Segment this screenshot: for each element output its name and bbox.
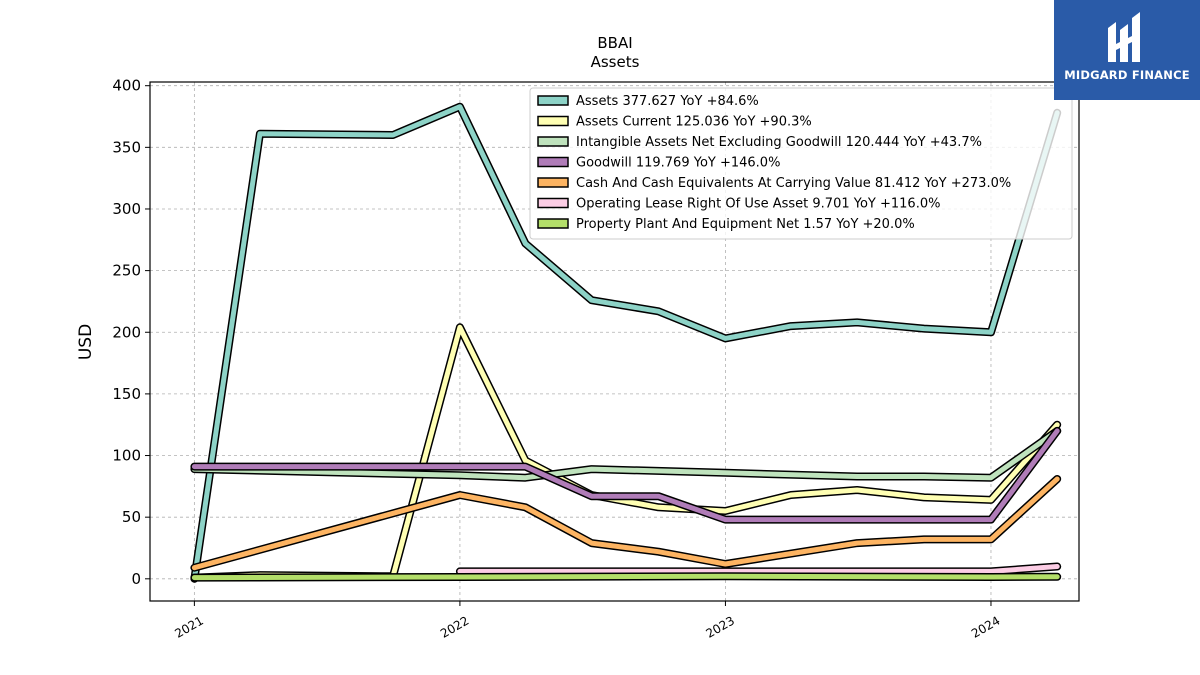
legend-swatch (537, 156, 569, 168)
y-tick-label: 50 (122, 508, 141, 526)
series-line-0 (191, 104, 1060, 582)
legend-label: Intangible Assets Net Excluding Goodwill… (576, 135, 982, 150)
legend-label: Operating Lease Right Of Use Asset 9.701… (576, 197, 940, 212)
brand-name: MIDGARD FINANCE (1064, 68, 1190, 82)
legend-label: Property Plant And Equipment Net 1.57 Yo… (576, 217, 915, 232)
legend-swatch (537, 197, 569, 209)
chart-title: BBAI (597, 34, 632, 52)
x-tick-label: 2022 (438, 613, 471, 640)
legend-label: Assets 377.627 YoY +84.6% (576, 94, 759, 109)
series-line-5 (457, 564, 1060, 574)
plot-frame (149, 81, 1080, 602)
y-axis-ticks: 0 50 100 150 200 250 300 350 400 (112, 77, 150, 588)
legend-swatch (537, 115, 569, 127)
series-line-3 (191, 428, 1060, 523)
y-axis-label: USD (76, 324, 96, 360)
y-tick-label: 100 (112, 447, 141, 465)
legend-swatch (537, 136, 569, 147)
chart-subtitle: Assets (591, 53, 640, 71)
y-tick-label: 350 (112, 138, 141, 156)
legend-swatch (537, 218, 569, 229)
series-line-6 (191, 573, 1060, 581)
y-tick-label: 250 (112, 262, 141, 280)
y-tick-label: 150 (112, 385, 141, 403)
y-tick-label: 300 (112, 200, 141, 218)
legend-swatch (537, 177, 569, 188)
legend-label: Assets Current 125.036 YoY +90.3% (576, 115, 812, 130)
series-lines (190, 102, 1062, 583)
x-axis-ticks: 2021 2022 2023 2024 (172, 601, 1002, 641)
y-tick-label: 200 (112, 323, 141, 341)
x-tick-label: 2023 (703, 613, 736, 640)
brand-logo: MIDGARD FINANCE (1054, 0, 1200, 100)
legend-label: Goodwill 119.769 YoY +146.0% (576, 156, 780, 171)
midgard-logo-icon (1108, 12, 1140, 62)
legend-swatch (537, 95, 569, 106)
y-tick-label: 400 (112, 77, 141, 95)
x-tick-label: 2021 (172, 613, 205, 640)
series-line-4 (191, 476, 1060, 571)
legend-label: Cash And Cash Equivalents At Carrying Va… (576, 176, 1011, 191)
y-tick-label: 0 (131, 570, 141, 588)
legend: Assets 377.627 YoY +84.6% Assets Current … (529, 87, 1073, 240)
legend-box (529, 87, 1073, 240)
series-line-2 (191, 428, 1060, 481)
x-tick-label: 2024 (969, 613, 1002, 640)
